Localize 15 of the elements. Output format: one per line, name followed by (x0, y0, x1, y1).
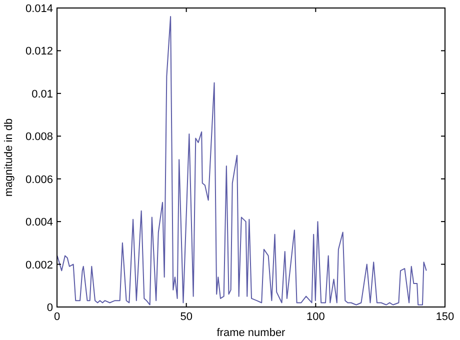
y-tick-label: 0 (46, 302, 53, 314)
x-tick-label: 50 (180, 311, 192, 323)
y-tick-label: 0.004 (25, 216, 53, 229)
y-tick-label: 0.012 (25, 46, 53, 58)
x-axis-title: frame number (216, 327, 286, 339)
y-tick-label: 0.008 (25, 131, 53, 144)
x-tick-label: 0 (54, 311, 60, 323)
y-tick-label: 0.014 (25, 3, 53, 15)
x-tick-label: 150 (436, 311, 454, 323)
x-tick-label: 100 (306, 311, 325, 323)
y-tick-label: 0.006 (25, 174, 53, 186)
line-series (56, 16, 427, 306)
y-tick-label: 0.01 (32, 88, 53, 100)
y-axis-title: magnitude in db (3, 118, 15, 197)
y-tick-label: 0.002 (25, 259, 53, 272)
